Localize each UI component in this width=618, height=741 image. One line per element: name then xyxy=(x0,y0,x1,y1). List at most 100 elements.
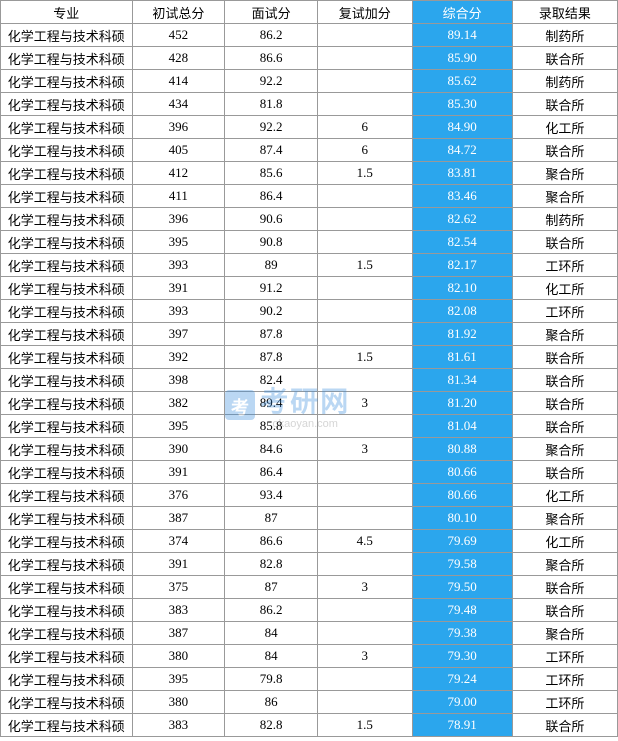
table-row: 化学工程与技术科硕39182.879.58聚合所 xyxy=(1,553,618,576)
table-cell xyxy=(317,47,412,70)
table-cell: 375 xyxy=(132,576,225,599)
table-row: 化学工程与技术科硕3878780.10聚合所 xyxy=(1,507,618,530)
table-row: 化学工程与技术科硕39287.81.581.61联合所 xyxy=(1,346,618,369)
table-row: 化学工程与技术科硕39590.882.54联合所 xyxy=(1,231,618,254)
table-cell xyxy=(317,484,412,507)
table-cell: 452 xyxy=(132,24,225,47)
table-cell: 联合所 xyxy=(512,599,617,622)
table-cell: 412 xyxy=(132,162,225,185)
table-cell: 391 xyxy=(132,277,225,300)
table-cell: 86.2 xyxy=(225,599,318,622)
table-cell: 1.5 xyxy=(317,714,412,737)
table-cell: 化学工程与技术科硕 xyxy=(1,576,133,599)
table-cell: 3 xyxy=(317,576,412,599)
table-cell: 90.2 xyxy=(225,300,318,323)
table-cell: 聚合所 xyxy=(512,507,617,530)
table-cell: 化学工程与技术科硕 xyxy=(1,438,133,461)
header-initial-score: 初试总分 xyxy=(132,1,225,24)
table-cell: 82.4 xyxy=(225,369,318,392)
table-cell: 联合所 xyxy=(512,346,617,369)
table-cell: 93.4 xyxy=(225,484,318,507)
table-cell: 80.66 xyxy=(412,461,512,484)
table-cell: 380 xyxy=(132,691,225,714)
table-cell: 396 xyxy=(132,208,225,231)
table-cell xyxy=(317,599,412,622)
table-cell: 79.38 xyxy=(412,622,512,645)
table-cell xyxy=(317,208,412,231)
table-row: 化学工程与技术科硕3878479.38聚合所 xyxy=(1,622,618,645)
table-cell: 6 xyxy=(317,139,412,162)
table-cell: 联合所 xyxy=(512,461,617,484)
table-cell: 化学工程与技术科硕 xyxy=(1,461,133,484)
table-cell: 化学工程与技术科硕 xyxy=(1,553,133,576)
table-cell: 91.2 xyxy=(225,277,318,300)
table-cell: 化学工程与技术科硕 xyxy=(1,24,133,47)
table-cell: 85.30 xyxy=(412,93,512,116)
table-cell: 化学工程与技术科硕 xyxy=(1,415,133,438)
table-cell: 制药所 xyxy=(512,70,617,93)
table-cell: 聚合所 xyxy=(512,553,617,576)
table-row: 化学工程与技术科硕39690.682.62制药所 xyxy=(1,208,618,231)
table-cell: 382 xyxy=(132,392,225,415)
table-cell: 84 xyxy=(225,645,318,668)
table-cell: 80.66 xyxy=(412,484,512,507)
table-cell: 工环所 xyxy=(512,691,617,714)
table-cell: 391 xyxy=(132,461,225,484)
table-cell: 化学工程与技术科硕 xyxy=(1,691,133,714)
table-cell: 化学工程与技术科硕 xyxy=(1,323,133,346)
table-cell: 397 xyxy=(132,323,225,346)
table-cell: 联合所 xyxy=(512,576,617,599)
table-cell: 85.8 xyxy=(225,415,318,438)
table-cell xyxy=(317,24,412,47)
table-cell: 79.50 xyxy=(412,576,512,599)
table-cell: 联合所 xyxy=(512,93,617,116)
table-cell: 79.00 xyxy=(412,691,512,714)
table-cell: 化学工程与技术科硕 xyxy=(1,392,133,415)
table-cell: 383 xyxy=(132,714,225,737)
table-cell xyxy=(317,277,412,300)
table-cell: 428 xyxy=(132,47,225,70)
table-cell xyxy=(317,185,412,208)
table-cell: 化工所 xyxy=(512,484,617,507)
table-cell xyxy=(317,323,412,346)
table-cell: 化学工程与技术科硕 xyxy=(1,645,133,668)
table-row: 化学工程与技术科硕39579.879.24工环所 xyxy=(1,668,618,691)
table-row: 化学工程与技术科硕42886.685.90联合所 xyxy=(1,47,618,70)
table-cell: 86 xyxy=(225,691,318,714)
table-cell xyxy=(317,553,412,576)
header-interview-score: 面试分 xyxy=(225,1,318,24)
table-cell: 87.8 xyxy=(225,346,318,369)
table-cell: 82.62 xyxy=(412,208,512,231)
table-cell: 化工所 xyxy=(512,116,617,139)
table-row: 化学工程与技术科硕37693.480.66化工所 xyxy=(1,484,618,507)
table-cell xyxy=(317,461,412,484)
table-row: 化学工程与技术科硕38382.81.578.91联合所 xyxy=(1,714,618,737)
table-cell: 81.04 xyxy=(412,415,512,438)
table-cell: 81.8 xyxy=(225,93,318,116)
table-cell: 79.58 xyxy=(412,553,512,576)
table-cell: 79.69 xyxy=(412,530,512,553)
table-cell xyxy=(317,507,412,530)
table-row: 化学工程与技术科硕39585.881.04联合所 xyxy=(1,415,618,438)
table-cell: 3 xyxy=(317,438,412,461)
table-cell: 聚合所 xyxy=(512,162,617,185)
table-cell: 6 xyxy=(317,116,412,139)
table-cell: 化学工程与技术科硕 xyxy=(1,599,133,622)
table-cell: 85.62 xyxy=(412,70,512,93)
table-cell: 工环所 xyxy=(512,254,617,277)
header-result: 录取结果 xyxy=(512,1,617,24)
table-cell: 387 xyxy=(132,507,225,530)
table-row: 化学工程与技术科硕39692.2684.90化工所 xyxy=(1,116,618,139)
table-cell xyxy=(317,70,412,93)
table-cell: 86.6 xyxy=(225,47,318,70)
table-header-row: 专业 初试总分 面试分 复试加分 综合分 录取结果 xyxy=(1,1,618,24)
table-cell: 90.6 xyxy=(225,208,318,231)
table-row: 化学工程与技术科硕38386.279.48联合所 xyxy=(1,599,618,622)
table-cell: 87.8 xyxy=(225,323,318,346)
table-cell: 81.34 xyxy=(412,369,512,392)
table-cell: 391 xyxy=(132,553,225,576)
table-cell: 392 xyxy=(132,346,225,369)
table-row: 化学工程与技术科硕39390.282.08工环所 xyxy=(1,300,618,323)
table-cell: 396 xyxy=(132,116,225,139)
table-cell: 81.20 xyxy=(412,392,512,415)
